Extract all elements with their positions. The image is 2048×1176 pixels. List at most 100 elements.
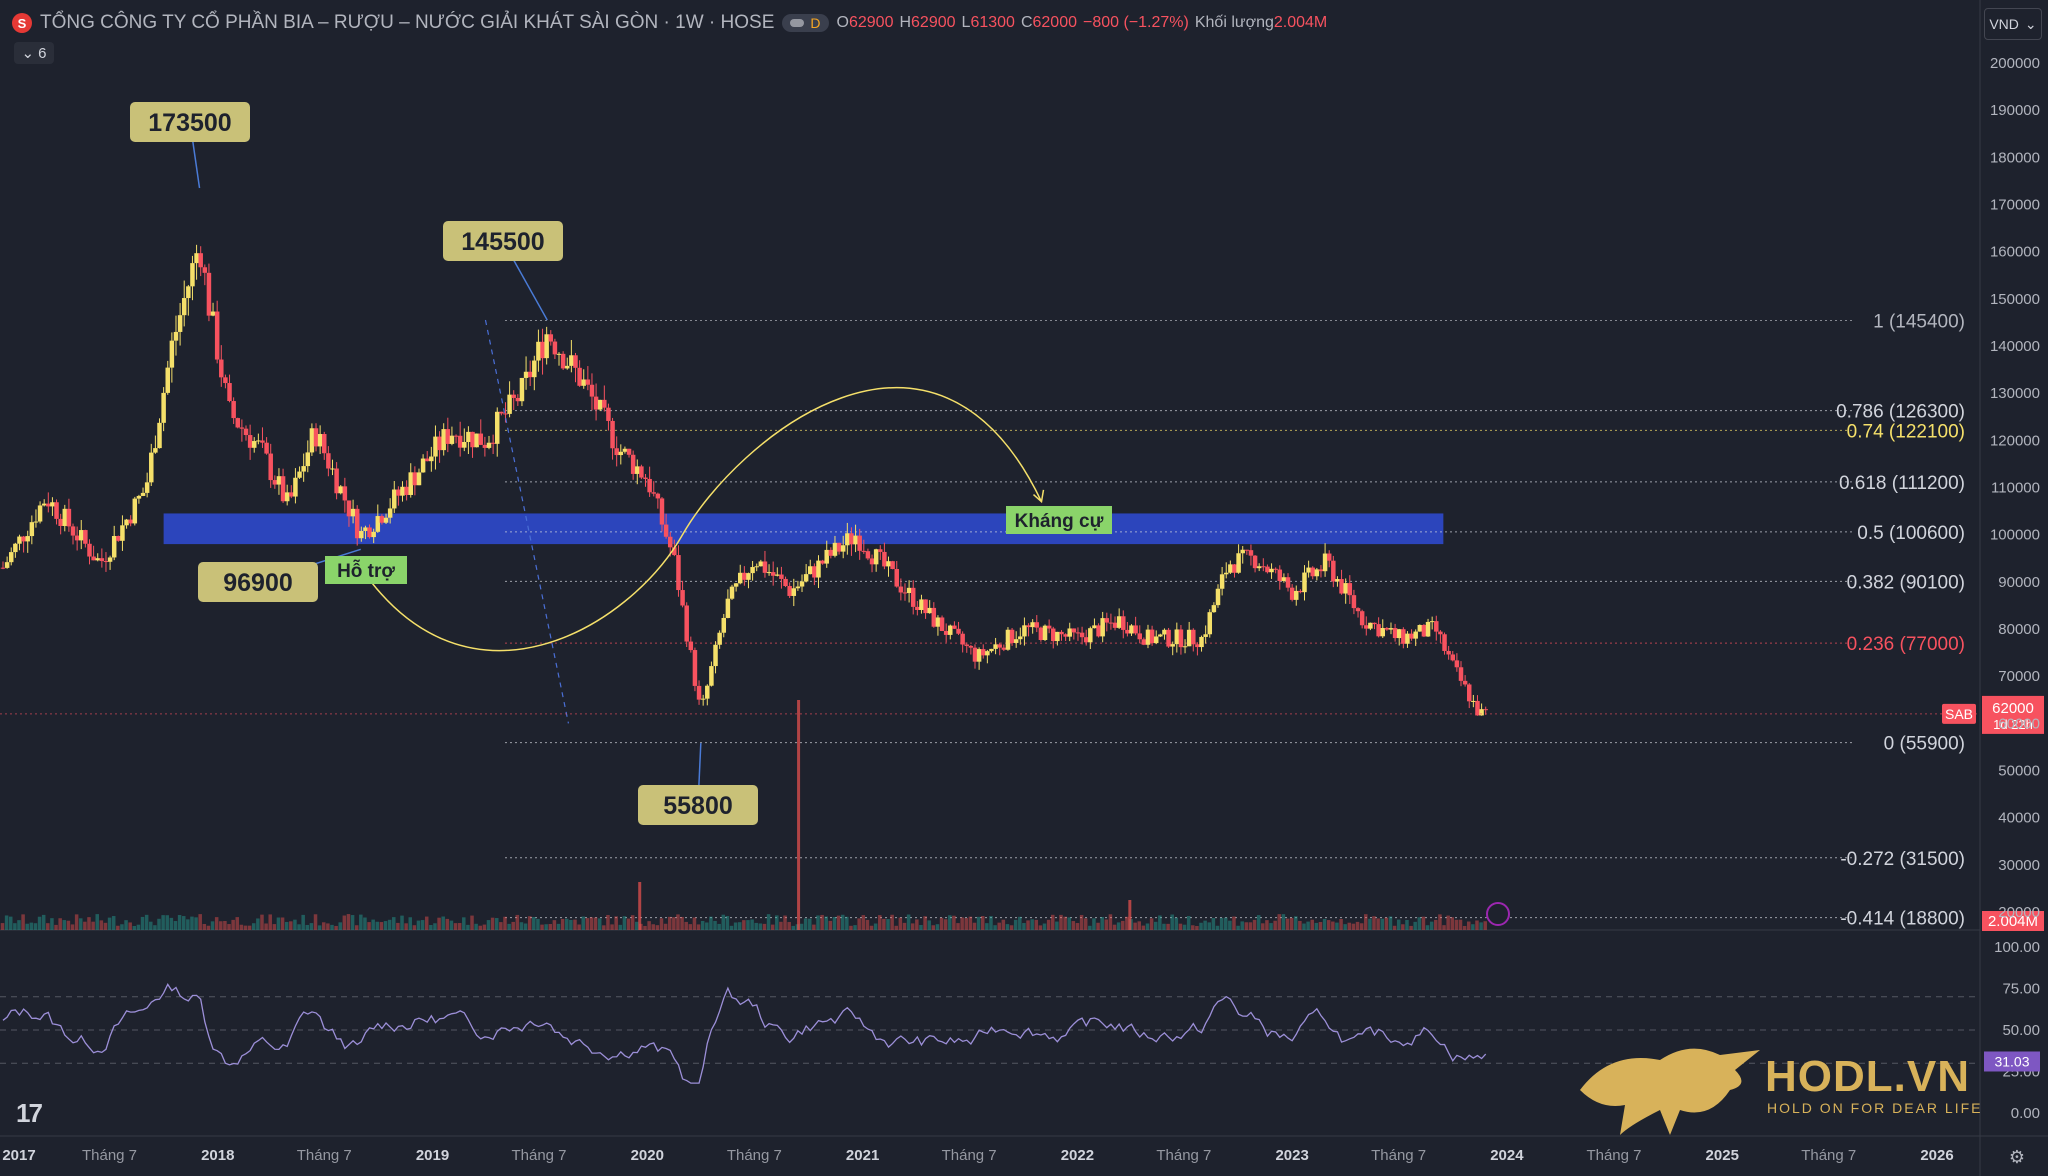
volume-bar <box>523 923 528 930</box>
candle <box>190 263 195 287</box>
volume-bar <box>861 915 866 930</box>
volume-bar <box>474 923 478 930</box>
volume-bar <box>1059 914 1063 930</box>
candle <box>1359 611 1365 626</box>
volume-bar <box>638 882 642 930</box>
candle <box>169 340 175 368</box>
volume-bar <box>264 923 268 930</box>
volume-bar <box>95 914 99 930</box>
volume-bar <box>149 921 153 930</box>
candle <box>560 353 566 369</box>
bull-logo-icon <box>1580 1048 1760 1135</box>
candle <box>589 384 595 397</box>
volume-bar <box>1055 921 1059 930</box>
volume-bar <box>322 922 326 930</box>
volume-bar <box>906 914 911 930</box>
candle <box>1429 621 1435 623</box>
candle <box>1092 625 1097 629</box>
candle <box>688 641 694 651</box>
tradingview-logo-icon[interactable]: 17 <box>16 1098 43 1128</box>
volume-bar <box>21 914 25 930</box>
candle <box>581 379 586 386</box>
candle <box>1195 644 1200 648</box>
swing-arrow <box>360 387 1043 652</box>
candle <box>235 418 241 428</box>
candle <box>202 267 208 273</box>
volume-bar <box>17 920 21 930</box>
volume-bar <box>816 915 820 930</box>
volume-bar <box>808 918 812 930</box>
volume-bar <box>948 915 952 930</box>
candle <box>29 522 35 537</box>
price-tag <box>1982 695 2044 734</box>
volume-bar <box>490 917 495 930</box>
indicators-collapse-button[interactable]: ⌄ 6 <box>14 42 54 64</box>
gear-icon[interactable]: ⚙ <box>2008 1147 2026 1167</box>
volume-bar <box>1174 917 1179 930</box>
candle <box>1244 549 1250 551</box>
candle <box>832 542 838 556</box>
candle <box>478 433 484 445</box>
candle <box>865 551 871 559</box>
candle <box>1294 590 1299 600</box>
candle <box>836 542 842 552</box>
volume-bar <box>503 916 507 930</box>
volume-bar <box>1108 914 1113 930</box>
candle <box>1145 629 1151 645</box>
candle <box>845 533 850 546</box>
candle <box>532 360 537 378</box>
volume-bar <box>346 914 351 930</box>
volume-bar <box>1392 925 1397 930</box>
price-tick: 90000 <box>1998 574 2040 591</box>
volume-bar <box>251 923 256 930</box>
volume-bar <box>128 922 132 930</box>
candle <box>1347 583 1353 596</box>
volume-bar <box>943 919 948 930</box>
lightning-icon[interactable] <box>1486 902 1510 926</box>
candle <box>569 355 574 366</box>
volume-bar <box>1145 923 1150 930</box>
volume-bar <box>1248 922 1253 930</box>
chart-title[interactable]: TỔNG CÔNG TY CỔ PHẦN BIA – RƯỢU – NƯỚC G… <box>40 12 775 33</box>
data-mode-pill[interactable]: D <box>782 14 829 32</box>
volume-bar <box>733 922 738 930</box>
price-tick: 70000 <box>1998 668 2040 685</box>
candle <box>1466 684 1472 702</box>
candle <box>519 377 525 402</box>
volume-bar <box>1483 921 1487 930</box>
volume-bar <box>424 916 429 930</box>
candle <box>1141 639 1147 645</box>
candle <box>1331 560 1336 582</box>
volume-bar <box>828 920 833 930</box>
candle <box>144 482 150 493</box>
candle <box>1339 579 1344 594</box>
pivot-tag-label: 173500 <box>148 109 231 137</box>
candle <box>799 581 805 587</box>
candle <box>198 253 203 268</box>
volume-bar <box>400 915 404 930</box>
candle <box>882 551 887 567</box>
volume-bar <box>1009 925 1014 930</box>
price-tick: 30000 <box>1998 857 2040 874</box>
candle <box>1063 634 1068 637</box>
candle <box>1351 595 1357 609</box>
candle <box>1310 567 1315 577</box>
candle <box>1038 627 1044 641</box>
volume-bar <box>8 916 13 930</box>
candle <box>1462 680 1468 685</box>
volume-bar <box>1067 917 1071 930</box>
volume-bar <box>371 919 375 930</box>
currency-select[interactable]: VND ⌄ <box>1984 8 2042 40</box>
candle <box>820 560 825 564</box>
candle <box>33 521 39 523</box>
volume-bar <box>1438 914 1442 930</box>
volume-bar <box>375 921 380 930</box>
time-tick: 2022 <box>1061 1147 1094 1164</box>
volume-bar <box>437 917 441 930</box>
candle <box>0 567 6 569</box>
volume-bar <box>367 922 371 930</box>
candle <box>993 644 998 649</box>
volume-bar <box>606 914 610 930</box>
volume-bar <box>140 916 145 930</box>
